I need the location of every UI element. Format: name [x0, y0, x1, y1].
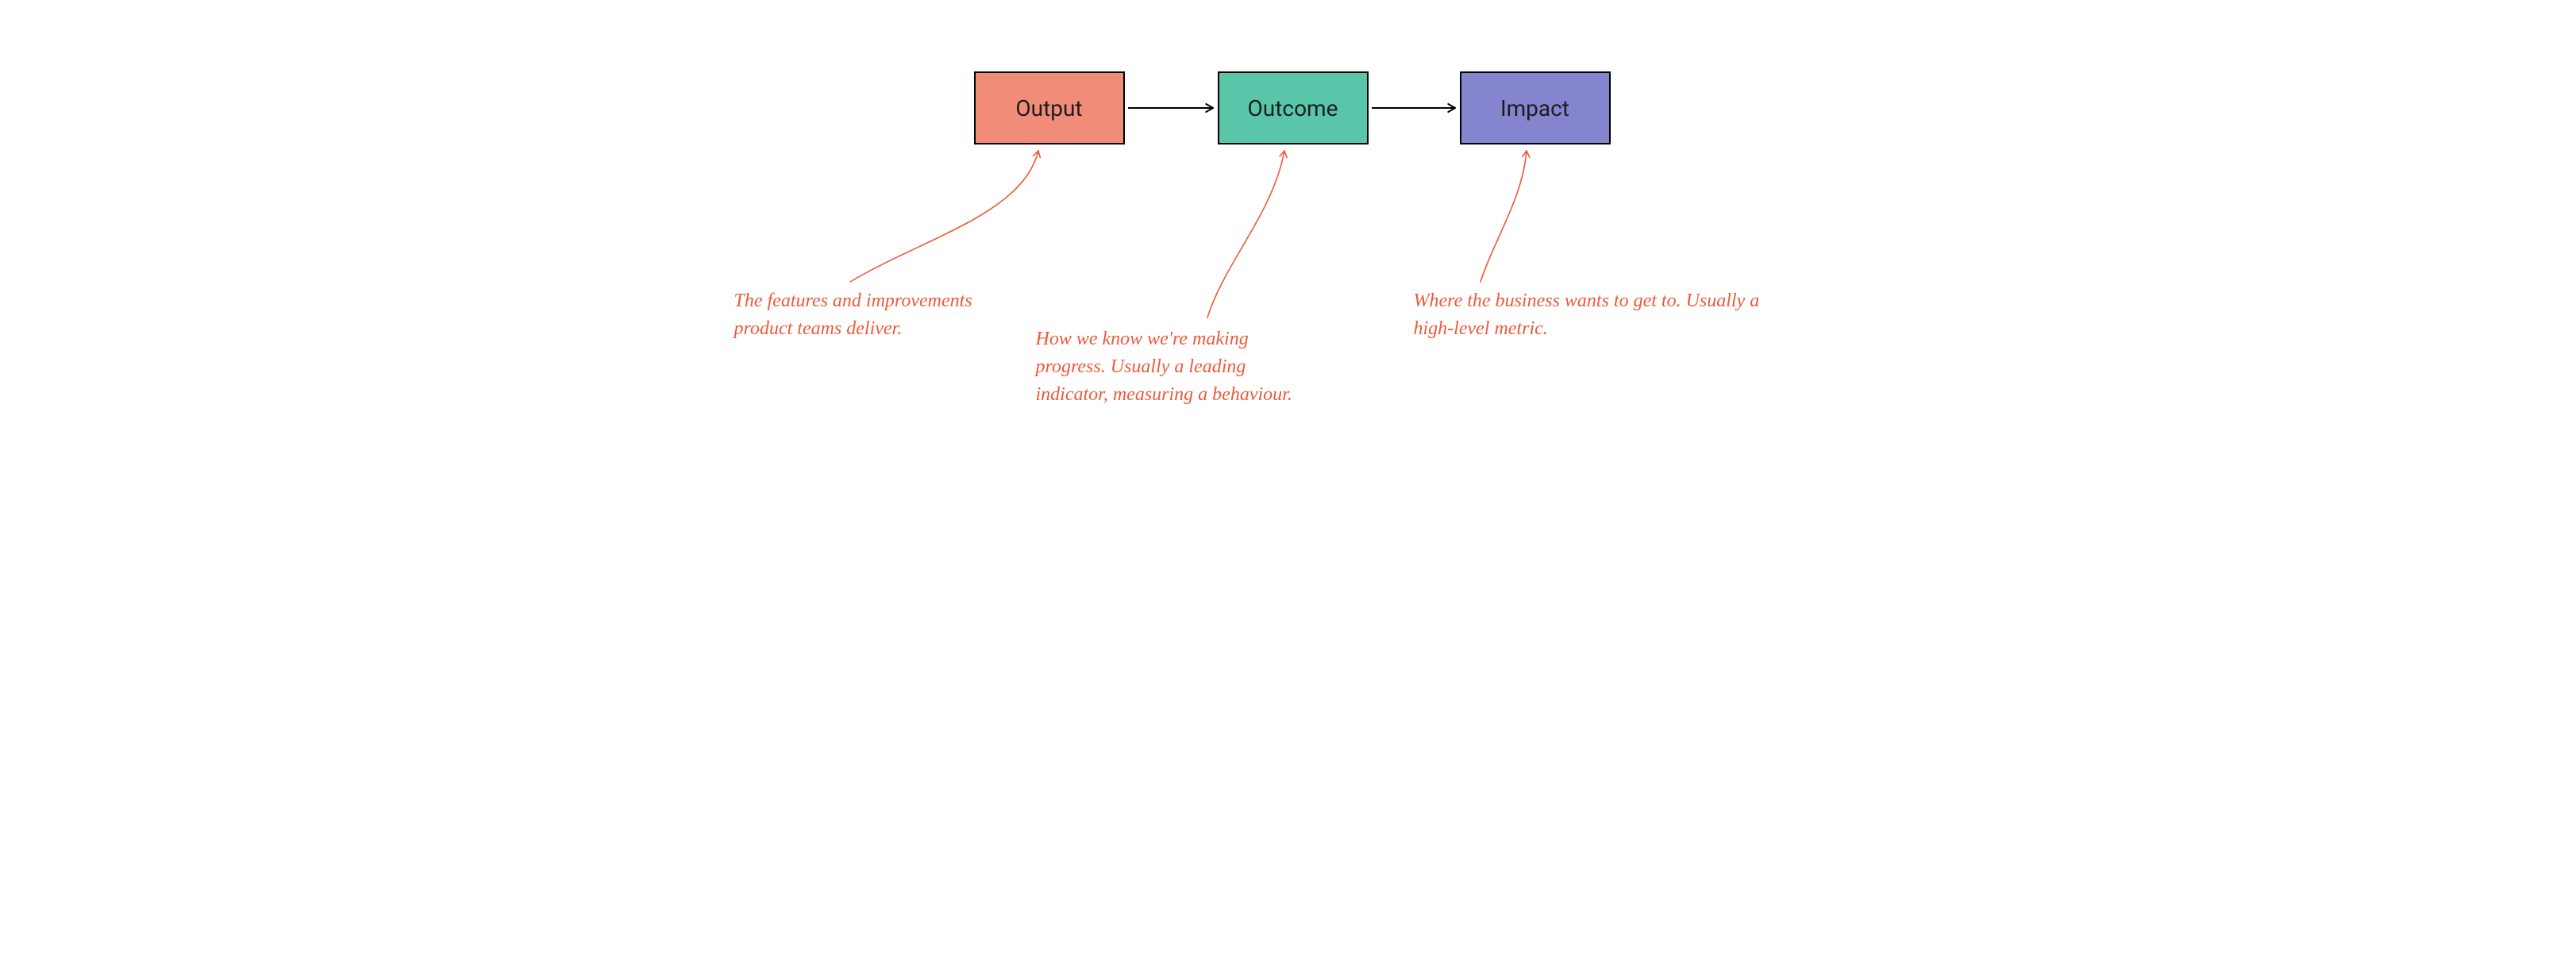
diagram-canvas: Output Outcome Impact The features and i… — [669, 0, 1908, 470]
node-impact: Impact — [1460, 71, 1611, 144]
annotation-outcome: How we know we're making progress. Usual… — [1036, 325, 1377, 408]
annotation-output: The features and improvements product te… — [734, 287, 1052, 343]
node-outcome: Outcome — [1218, 71, 1369, 144]
node-output: Output — [974, 71, 1125, 144]
node-output-label: Output — [1015, 95, 1082, 121]
annotation-impact: Where the business wants to get to. Usua… — [1414, 287, 1858, 343]
node-impact-label: Impact — [1500, 95, 1569, 121]
node-outcome-label: Outcome — [1248, 95, 1338, 121]
